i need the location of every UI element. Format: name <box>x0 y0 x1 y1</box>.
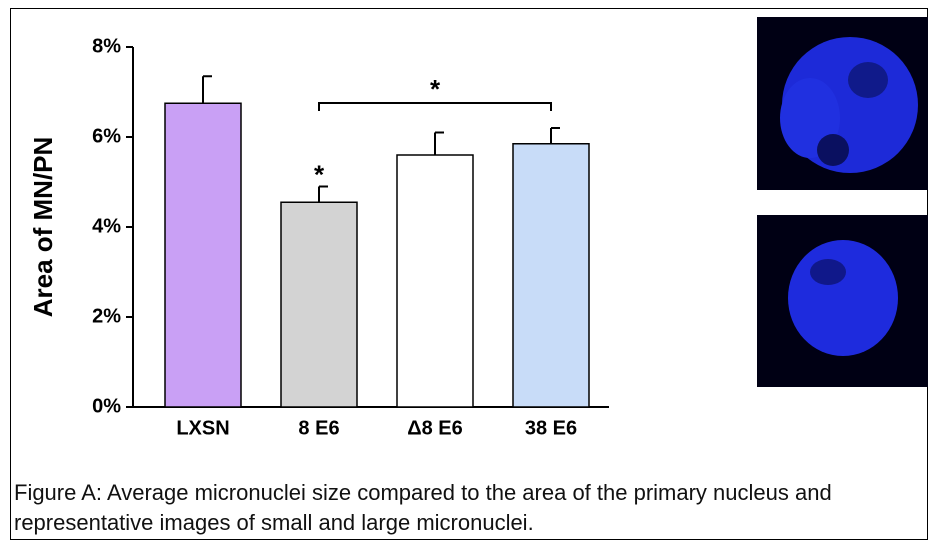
significance-bracket <box>319 103 551 111</box>
y-tick-label: 0% <box>92 395 121 417</box>
bar <box>513 144 589 407</box>
bar <box>165 103 241 407</box>
x-tick-label: 38 E6 <box>525 417 577 439</box>
y-tick-label: 6% <box>92 125 121 147</box>
nucleus-image-small <box>757 215 928 387</box>
bar <box>281 202 357 407</box>
bar <box>397 155 473 407</box>
x-tick-label: LXSN <box>176 417 229 439</box>
caption: Figure A: Average micronuclei size compa… <box>14 478 874 538</box>
micronucleus <box>848 62 888 98</box>
significance-star: * <box>314 159 325 189</box>
nucleus <box>788 240 898 356</box>
y-tick-label: 8% <box>92 35 121 57</box>
micronucleus <box>810 259 846 285</box>
x-tick-label: Δ8 E6 <box>407 417 463 439</box>
chart: Area of MN/PN 0% 2% 4% 6% 8% LXSN 8 E6 Δ8 E6 38 … <box>0 0 930 470</box>
y-tick-label: 4% <box>92 215 121 237</box>
micronucleus <box>817 134 849 166</box>
y-tick-label: 2% <box>92 305 121 327</box>
y-axis-label: Area of MN/PN <box>28 137 58 318</box>
significance-star: * <box>430 74 441 104</box>
page: Area of MN/PN 0% 2% 4% 6% 8% LXSN 8 E6 Δ8 E6 38 … <box>0 0 930 542</box>
nucleus-image-large <box>757 17 928 190</box>
x-tick-label: 8 E6 <box>298 417 339 439</box>
